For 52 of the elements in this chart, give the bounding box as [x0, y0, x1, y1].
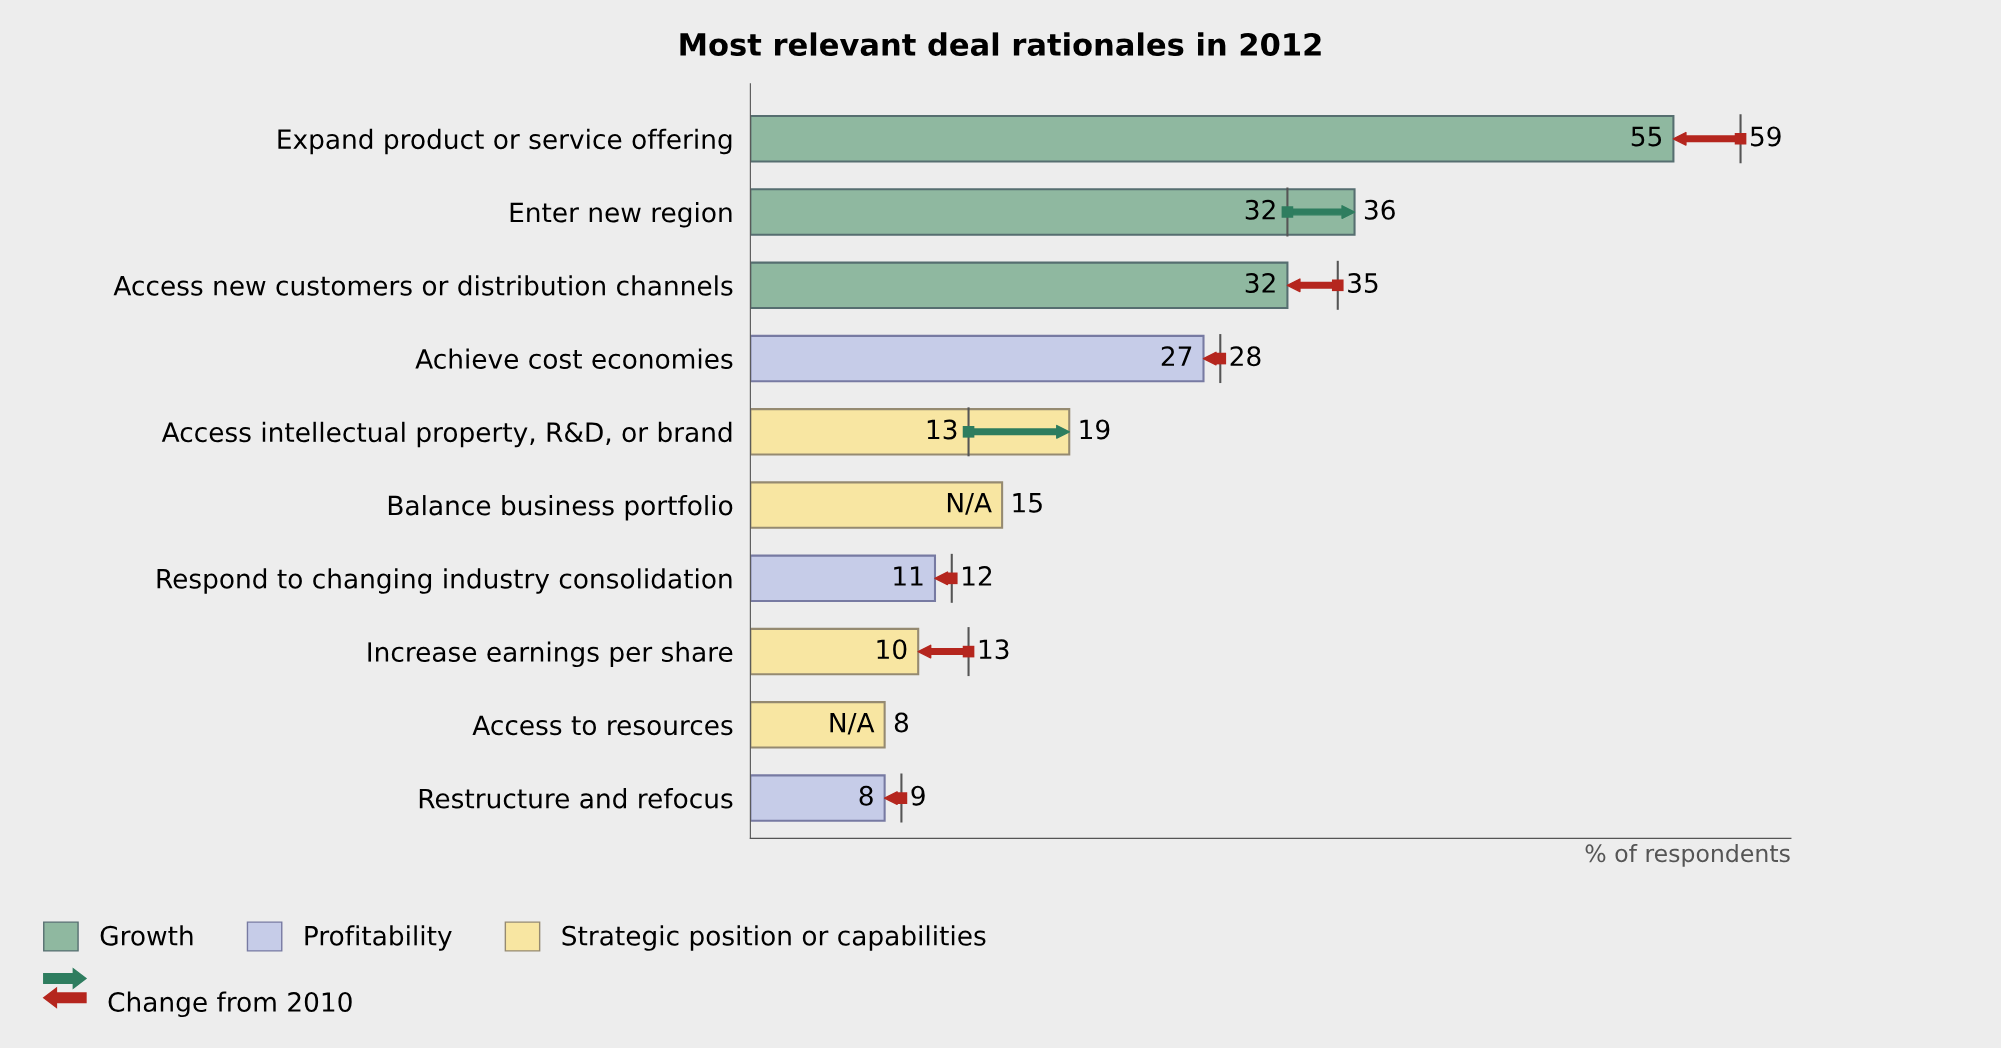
data-label: 55 [1631, 126, 1662, 147]
legend-label: Growth [100, 925, 193, 946]
data-label: 59 [1750, 126, 1781, 147]
legend-label: Change from 2010 [108, 991, 352, 1018]
bar [750, 481, 1004, 529]
text: N/A [947, 493, 992, 515]
y-tick-label: Access intellectual property, R&D, or brand [161, 421, 732, 448]
data-label: 10 [877, 639, 907, 660]
bar [750, 115, 1675, 163]
x-axis-title: % of respondents [1585, 843, 1790, 867]
y-tick-label: Access to resources [472, 715, 733, 736]
y-tick-label: Access new customers or distribution channels [113, 275, 733, 296]
data-label: 8 [894, 712, 909, 733]
data-label: 19 [1080, 419, 1110, 440]
data-label: 11 [894, 566, 923, 586]
data-label: 27 [1161, 346, 1192, 366]
y-tick-label: Respond to changing industry consolidation [157, 568, 732, 594]
point [962, 426, 975, 438]
data-label: 28 [1230, 346, 1261, 367]
y-tick-label: Expand product or service offering [278, 128, 732, 155]
data-label: 32 [1245, 199, 1275, 220]
bar [750, 554, 937, 603]
point [962, 645, 975, 658]
y-tick-label: Achieve cost economies [415, 348, 733, 369]
bar [750, 334, 1205, 383]
y-tick-label: Increase earnings per share [368, 641, 733, 668]
chart-title: Most relevant deal rationales in 2012 [680, 32, 1321, 57]
data-label: 36 [1364, 199, 1395, 220]
bar [750, 408, 1071, 456]
text: N/A [830, 712, 875, 735]
point [1734, 132, 1747, 145]
y-tick-label: Restructure and refocus [419, 788, 733, 809]
data-label: 32 [1245, 273, 1275, 293]
point [1281, 206, 1294, 218]
bar [750, 627, 920, 676]
data-label: 8 [859, 785, 873, 806]
y-tick-label: Balance business portfolio [388, 495, 733, 521]
legend-label: Strategic position or capabilities [562, 925, 986, 951]
bar [750, 261, 1289, 310]
legend-label: Profitability [305, 925, 452, 951]
point [1331, 279, 1344, 292]
data-label: 9 [911, 785, 925, 806]
point [1214, 352, 1227, 365]
data-label: 12 [963, 566, 992, 586]
y-tick-label: Enter new region [510, 202, 732, 228]
data-label: 13 [927, 419, 957, 440]
data-label: 15 [1013, 493, 1042, 513]
bar [750, 774, 886, 822]
bar [750, 701, 886, 749]
data-label: 13 [979, 639, 1009, 660]
bar [750, 188, 1356, 236]
data-label: 35 [1348, 273, 1378, 293]
